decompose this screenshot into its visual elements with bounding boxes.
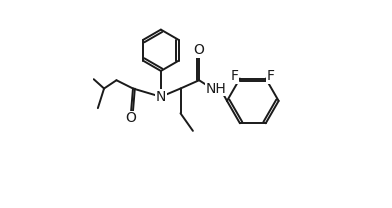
Text: F: F	[267, 69, 275, 83]
Text: F: F	[231, 69, 239, 83]
Text: N: N	[156, 90, 166, 104]
Text: O: O	[125, 111, 136, 125]
Text: NH: NH	[205, 82, 226, 95]
Text: O: O	[194, 43, 205, 57]
